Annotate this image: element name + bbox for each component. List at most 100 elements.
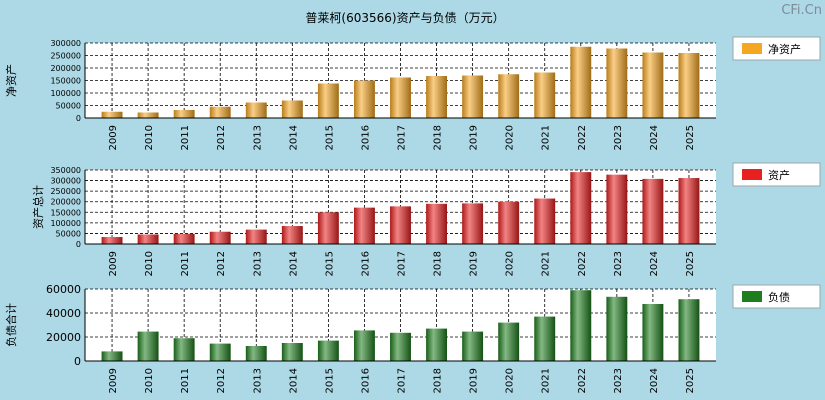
bar-2016 (353, 330, 375, 361)
x-tick-label: 2022 (577, 251, 588, 276)
x-tick-label: 2013 (252, 368, 263, 393)
x-tick-label: 2020 (505, 368, 516, 393)
bar-2024 (642, 178, 664, 244)
bar-2021 (534, 198, 556, 244)
y-tick-label: 0 (76, 114, 81, 123)
legend-box (732, 162, 821, 187)
bar-2016 (353, 207, 375, 244)
y-tick-label: 100000 (50, 89, 81, 98)
x-tick-label: 2023 (613, 368, 624, 393)
x-tick-label: 2015 (324, 368, 335, 393)
bar-2010 (137, 112, 159, 118)
bar-2010 (137, 331, 159, 361)
bar-2021 (534, 316, 556, 361)
y-tick-label: 100000 (50, 219, 81, 228)
bar-2010 (137, 234, 159, 244)
legend: 负债 (732, 284, 821, 309)
bar-2017 (390, 206, 411, 244)
y-tick-label: 300000 (50, 177, 81, 186)
bar-2013 (245, 229, 267, 244)
x-tick-label: 2009 (108, 125, 119, 150)
bar-2015 (317, 340, 339, 361)
bar-2015 (317, 83, 339, 118)
y-tick-label: 60000 (46, 283, 81, 296)
bar-2015 (317, 212, 339, 244)
y-tick-label: 350000 (50, 166, 81, 175)
bar-2023 (606, 48, 628, 118)
bar-2019 (462, 331, 484, 361)
x-tick-label: 2024 (649, 251, 660, 276)
bar-2009 (101, 237, 123, 244)
x-tick-label: 2012 (216, 125, 227, 150)
bar-2019 (462, 203, 484, 244)
x-tick-label: 2014 (288, 251, 299, 276)
x-tick-label: 2018 (433, 125, 444, 150)
bar-2012 (209, 343, 231, 361)
x-tick-label: 2021 (541, 368, 552, 393)
bar-2017 (390, 332, 411, 361)
x-tick-label: 2024 (649, 368, 660, 393)
bar-2025 (678, 53, 700, 118)
legend-label: 负债 (768, 290, 790, 304)
bar-2009 (101, 351, 123, 361)
x-tick-label: 2022 (577, 125, 588, 150)
legend-label: 净资产 (768, 42, 801, 56)
bar-2011 (173, 110, 195, 118)
x-tick-label: 2009 (108, 368, 119, 393)
legend-swatch (742, 291, 762, 302)
legend: 净资产 (732, 36, 821, 61)
bar-2021 (534, 72, 556, 118)
bar-2012 (209, 231, 231, 244)
x-tick-label: 2010 (144, 125, 155, 150)
x-tick-label: 2012 (216, 368, 227, 393)
x-tick-label: 2025 (685, 125, 696, 150)
bar-2013 (245, 102, 267, 118)
x-tick-label: 2020 (505, 251, 516, 276)
x-tick-label: 2022 (577, 368, 588, 393)
bar-2013 (245, 346, 267, 361)
x-tick-label: 2019 (469, 125, 480, 150)
y-tick-label: 50000 (56, 102, 81, 111)
bar-2009 (101, 111, 123, 118)
y-tick-label: 300000 (50, 39, 81, 48)
bar-2014 (281, 343, 303, 361)
x-tick-label: 2016 (360, 368, 371, 393)
x-tick-label: 2024 (649, 125, 660, 150)
x-tick-label: 2023 (613, 125, 624, 150)
y-tick-label: 150000 (50, 77, 81, 86)
x-tick-label: 2012 (216, 251, 227, 276)
legend-swatch (742, 43, 762, 54)
x-tick-label: 2013 (252, 251, 263, 276)
x-tick-label: 2010 (144, 368, 155, 393)
x-tick-label: 2014 (288, 368, 299, 393)
bar-2012 (209, 106, 231, 118)
x-tick-label: 2020 (505, 125, 516, 150)
bar-2014 (281, 100, 303, 118)
bar-2025 (678, 178, 700, 244)
bar-2019 (462, 75, 484, 118)
legend-box (732, 36, 821, 61)
bar-2024 (642, 304, 664, 361)
y-tick-label: 20000 (46, 331, 81, 344)
bar-2025 (678, 299, 700, 361)
y-tick-label: 200000 (50, 64, 81, 73)
x-tick-label: 2017 (397, 125, 408, 150)
x-tick-label: 2011 (180, 125, 191, 150)
y-tick-label: 250000 (50, 187, 81, 196)
y-axis-label: 资产总计 (31, 185, 45, 229)
bar-2023 (606, 174, 628, 244)
x-tick-label: 2019 (469, 251, 480, 276)
legend: 资产 (732, 162, 821, 187)
x-tick-label: 2021 (541, 125, 552, 150)
chart-panel-1: 0 50000 100000 150000 200000 250000 300000 2009… (4, 36, 821, 150)
x-tick-label: 2010 (144, 251, 155, 276)
y-tick-label: 150000 (50, 208, 81, 217)
x-tick-label: 2019 (469, 368, 480, 393)
x-tick-label: 2025 (685, 368, 696, 393)
legend-box (732, 284, 821, 309)
bar-2020 (498, 201, 520, 244)
x-tick-label: 2016 (360, 251, 371, 276)
x-tick-label: 2011 (180, 251, 191, 276)
